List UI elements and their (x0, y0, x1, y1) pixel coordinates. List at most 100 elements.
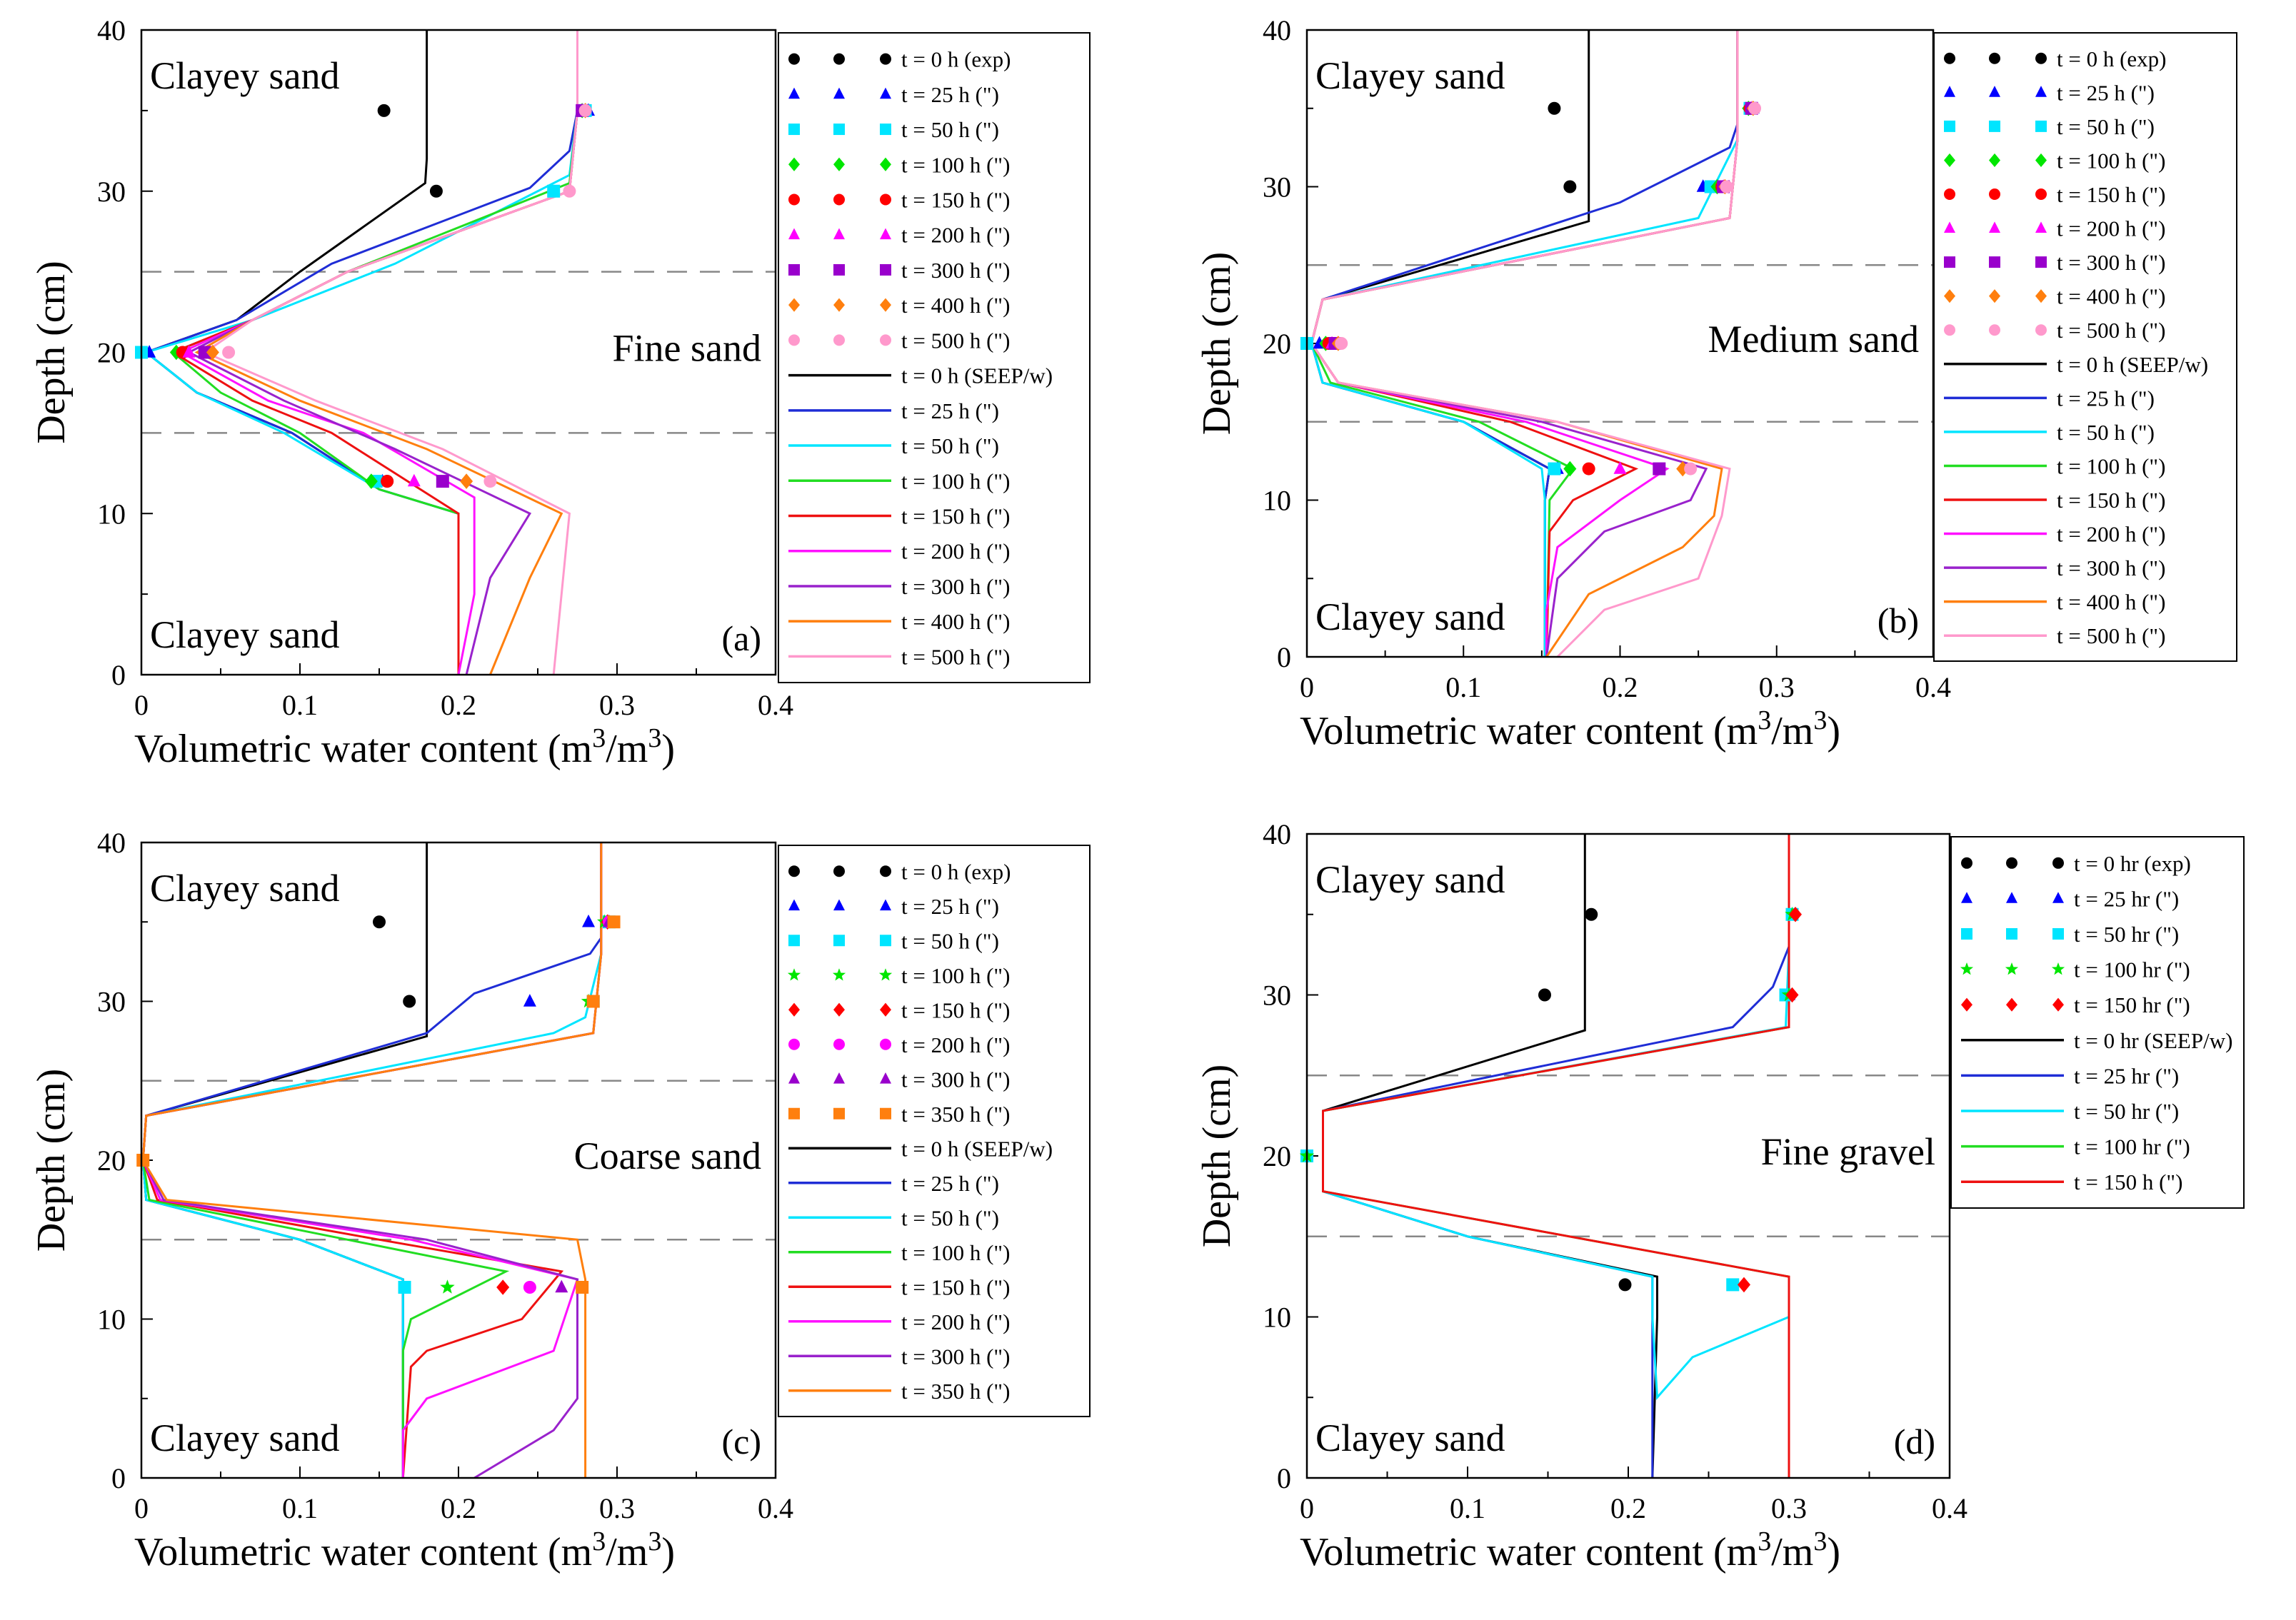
legend-label: t = 25 h (") (901, 82, 999, 107)
legend-marker (833, 1038, 845, 1050)
legend-label: t = 100 hr (") (2074, 957, 2190, 982)
legend-marker (788, 899, 800, 911)
x-tick-label: 0.3 (599, 689, 635, 721)
series-line (1310, 30, 1739, 658)
legend-entry: t = 0 h (SEEP/w) (788, 1136, 1053, 1161)
legend-marker (2035, 120, 2047, 132)
data-point-marker (1748, 101, 1762, 115)
legend-marker (1961, 997, 1972, 1012)
legend: t = 0 hr (exp) t = 25 hr (") t = 50 hr (")… (1950, 836, 2245, 1209)
legend-marker (880, 334, 891, 346)
x-tick-label: 0.3 (1771, 1492, 1807, 1524)
data-point-marker (586, 995, 600, 1008)
data-point-marker (1613, 461, 1627, 474)
unit-part: ) (661, 1530, 675, 1574)
legend-entry: t = 50 h (") (1944, 420, 2155, 445)
legend-entry: t = 300 h (") (788, 1067, 1010, 1092)
legend-entry: t = 150 h (") (1944, 488, 2165, 513)
legend-entry: t = 50 h (") (788, 1205, 999, 1230)
x-axis-title: Volumetric water content (m3/m3) (134, 1526, 675, 1574)
legend-entry: t = 25 hr (") (1961, 1063, 2179, 1088)
legend-label: t = 300 h (") (2057, 555, 2165, 580)
legend-marker (833, 935, 845, 947)
series-line (141, 842, 603, 1479)
series-line (1322, 834, 1790, 1401)
data-point-marker (582, 914, 596, 927)
legend-label: t = 100 hr (") (2074, 1134, 2190, 1159)
y-tick-label: 0 (1277, 1462, 1291, 1494)
series-line (141, 842, 603, 1478)
legend-entry: t = 350 h (") (788, 1102, 1010, 1127)
legend-label: t = 500 h (") (2057, 318, 2165, 343)
legend-entry: t = 150 h (") (788, 188, 1010, 213)
legend-marker (788, 1072, 800, 1084)
panel-tag: (d) (1894, 1422, 1935, 1461)
legend-marker (2006, 997, 2017, 1012)
legend-marker (880, 1107, 891, 1120)
series-line (1310, 30, 1590, 657)
panel-tag: (c) (722, 1422, 762, 1461)
legend-entry: t = 150 h (") (788, 997, 1010, 1022)
y-tick-label: 30 (97, 986, 126, 1018)
data-point-marker (1618, 1278, 1632, 1292)
data-point-marker (607, 915, 621, 929)
x-tick-label: 0.4 (1915, 671, 1951, 703)
legend-entry: t = 200 h (") (788, 1309, 1010, 1334)
series-line (1322, 834, 1658, 1479)
panel-c: 0 0.1 0.2 0.3 0.4 0 10 20 30 40 Clayey sand Clayey … (29, 827, 1091, 1574)
series-line (1310, 30, 1739, 658)
top-layer-label: Clayey sand (150, 867, 339, 910)
legend-entry: t = 300 h (") (1944, 250, 2165, 275)
data-point-marker (206, 344, 219, 361)
data-point-marker (1785, 987, 1799, 1003)
legend-marker (1989, 153, 2000, 168)
series-line (141, 842, 603, 1478)
series-line (179, 30, 578, 675)
legend-entry: t = 50 h (") (788, 117, 999, 142)
legend-marker (788, 124, 800, 136)
legend-marker (833, 87, 845, 99)
legend-marker (2035, 256, 2047, 268)
series-line (1310, 30, 1739, 657)
legend-marker (788, 1107, 800, 1120)
legend-marker (833, 53, 845, 65)
bottom-layer-label: Clayey sand (1315, 595, 1505, 638)
legend: t = 0 h (exp) t = 25 h (") t = 50 h (") t =… (1933, 32, 2237, 662)
legend-marker (1944, 289, 1955, 303)
x-tick-label: 0 (134, 689, 149, 721)
plot-frame (140, 841, 777, 1479)
data-point-marker (483, 475, 497, 488)
series-line (141, 842, 603, 1478)
legend-entry: t = 500 h (") (788, 328, 1010, 353)
legend-entry: t = 500 h (") (1944, 623, 2165, 648)
unit-part: /m (606, 1530, 648, 1574)
legend-marker (2035, 153, 2047, 168)
legend-marker (788, 228, 800, 240)
y-tick-label: 0 (111, 659, 126, 691)
data-point-marker (1548, 101, 1561, 115)
legend-marker (1944, 153, 1955, 168)
data-point-marker (440, 1279, 455, 1294)
legend-marker (2052, 892, 2064, 903)
legend-entry: t = 200 h (") (788, 1032, 1010, 1057)
y-tick-label: 40 (1263, 14, 1291, 46)
data-point-marker (547, 184, 561, 198)
legend-label: t = 150 hr (") (2074, 992, 2190, 1017)
legend-marker (1989, 188, 2000, 200)
y-tick-label: 10 (1263, 485, 1291, 517)
legend-marker (2035, 289, 2047, 303)
legend-marker (1961, 928, 1972, 940)
legend: t = 0 h (exp) t = 25 h (") t = 50 h (") t =… (778, 845, 1091, 1417)
legend-entry: t = 50 h (") (788, 928, 999, 953)
legend-label: t = 200 h (") (901, 539, 1010, 564)
middle-layer-label: Coarse sand (574, 1134, 761, 1177)
legend-marker (880, 1002, 891, 1017)
legend-marker (788, 865, 800, 877)
data-point-marker (373, 915, 386, 929)
legend-entry: t = 350 h (") (788, 1379, 1010, 1404)
legend-marker (880, 193, 891, 206)
legend-label: t = 500 h (") (901, 328, 1010, 353)
legend-marker (1961, 857, 1972, 869)
series-line (141, 842, 603, 1478)
x-tick-label: 0.1 (282, 1492, 318, 1524)
